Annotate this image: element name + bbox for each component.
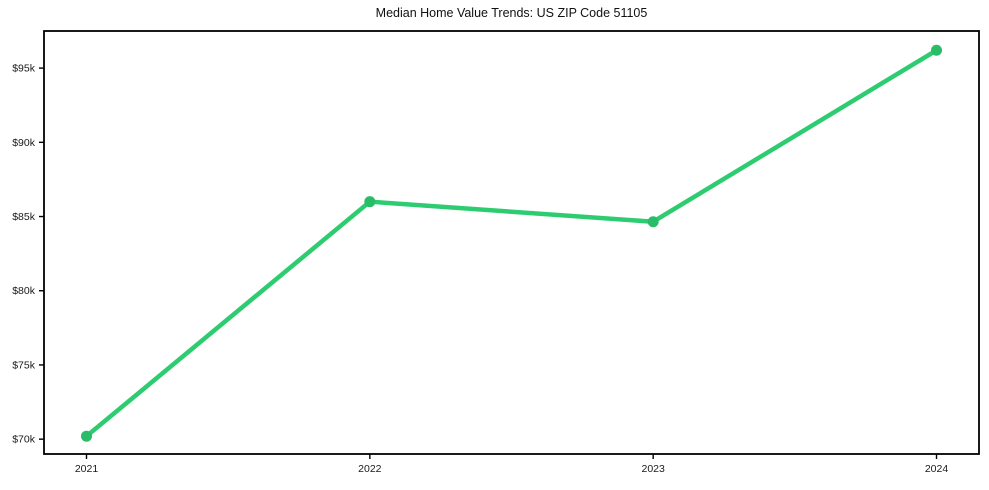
data-point-marker	[80, 430, 92, 442]
y-tick-label: $80k	[12, 285, 36, 297]
x-tick-label: 2023	[641, 463, 665, 475]
y-tick-label: $85k	[12, 211, 36, 223]
y-tick-label: $70k	[12, 434, 36, 446]
trend-line	[84, 48, 939, 439]
axes-frame	[43, 30, 980, 455]
x-tick-label: 2024	[925, 463, 949, 475]
x-tick-label: 2021	[75, 463, 99, 475]
data-point-marker	[931, 44, 943, 56]
y-tick-label: $90k	[12, 137, 36, 149]
data-point-marker	[364, 196, 376, 208]
chart-title: Median Home Value Trends: US ZIP Code 51…	[375, 6, 648, 20]
y-tick-label: $95k	[12, 63, 36, 75]
y-tick-label: $75k	[12, 359, 36, 371]
x-tick-label: 2022	[358, 463, 382, 475]
data-point-marker	[647, 216, 659, 228]
